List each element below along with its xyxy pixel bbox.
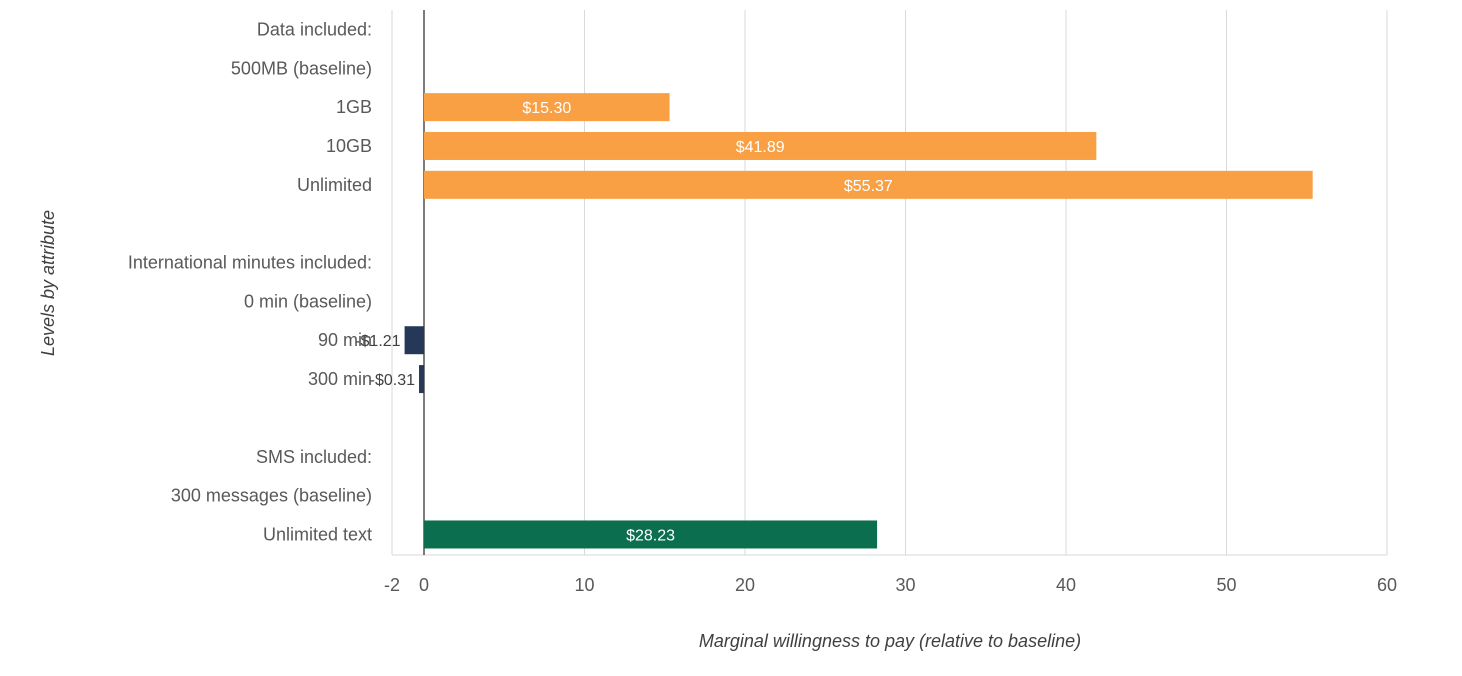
data-label: -$0.31	[370, 372, 415, 389]
category-label: 10GB	[326, 136, 372, 156]
bar	[404, 326, 424, 355]
x-tick-label: 50	[1216, 575, 1236, 595]
category-label: International minutes included:	[128, 253, 372, 273]
data-label: $55.37	[844, 178, 893, 195]
x-tick-label: 40	[1056, 575, 1076, 595]
x-tick-label: 10	[574, 575, 594, 595]
data-label: $41.89	[736, 139, 785, 156]
x-tick-label: 0	[419, 575, 429, 595]
x-tick-label: -2	[384, 575, 400, 595]
x-tick-label: 20	[735, 575, 755, 595]
category-label: SMS included:	[256, 447, 372, 467]
category-labels: Data included: 500MB (baseline) 1GB 10GB Unl…	[128, 19, 372, 544]
bar	[424, 131, 1097, 160]
bar	[419, 365, 424, 394]
data-label: $28.23	[626, 527, 675, 544]
bar	[424, 93, 670, 122]
category-label: 90 min	[318, 330, 372, 350]
bar	[424, 520, 878, 549]
y-axis-title: Levels by attribute	[38, 210, 58, 356]
x-tick-label: 30	[895, 575, 915, 595]
category-label: Unlimited	[297, 175, 372, 195]
bar	[424, 170, 1313, 199]
x-axis-title: Marginal willingness to pay (relative to…	[699, 631, 1081, 651]
x-tick-label: 60	[1377, 575, 1397, 595]
gridlines	[391, 10, 1388, 556]
data-label: -$1.21	[355, 333, 400, 350]
data-label: $15.30	[522, 100, 571, 117]
bars: $15.30 $41.89 $55.37 -$1.21 -$0.31 $28.23	[355, 93, 1313, 549]
category-label: 500MB (baseline)	[231, 58, 372, 78]
category-label: 300 min	[308, 369, 372, 389]
category-label: Unlimited text	[263, 524, 372, 544]
category-label: 1GB	[336, 97, 372, 117]
category-label: 300 messages (baseline)	[171, 486, 372, 506]
x-tick-labels: -2 0 10 20 30 40 50 60	[384, 575, 1397, 595]
category-label: 0 min (baseline)	[244, 291, 372, 311]
category-label: Data included:	[257, 19, 372, 39]
